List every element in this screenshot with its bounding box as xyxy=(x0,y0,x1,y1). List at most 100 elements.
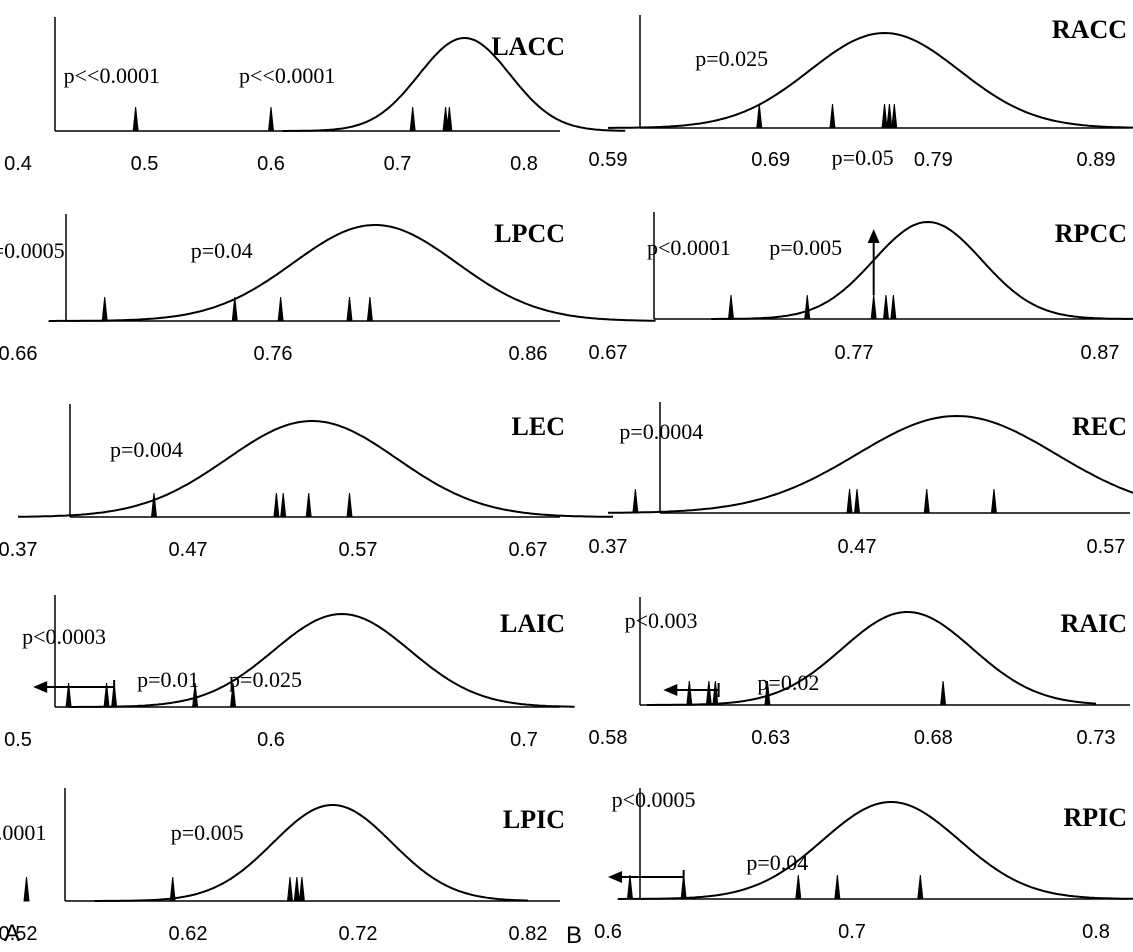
racc-title: RACC xyxy=(1052,15,1127,44)
rec-annotation-1: p=0.0004 xyxy=(619,419,703,444)
laic-annotation-1: p<0.0003 xyxy=(22,624,106,649)
panel-lec: p=0.004 0.37 0.47 0.57 0.67 LEC xyxy=(0,404,613,561)
raic-tick-label-2: 0.63 xyxy=(751,727,790,749)
lec-title: LEC xyxy=(512,412,565,441)
panel-rpcc: p<0.0001 p=0.005 p=0.05 0.67 0.77 0.87 RPCC xyxy=(589,145,1133,364)
racc-observed-spike-5 xyxy=(891,103,898,129)
raic-tick-label-3: 0.68 xyxy=(914,727,953,749)
rec-tick-label-3: 0.57 xyxy=(1087,536,1126,558)
rpcc-observed-spike-3 xyxy=(870,294,877,320)
rec-observed-spike-1 xyxy=(632,488,639,514)
lpcc-tick-label-1: 0.66 xyxy=(0,343,37,365)
rec-observed-spike-4 xyxy=(923,488,930,514)
racc-tick-label-1: 0.59 xyxy=(589,149,628,171)
lec-tick-label-2: 0.47 xyxy=(169,539,208,561)
raic-tick-label-1: 0.58 xyxy=(589,727,628,749)
panel-rpic: p<0.0005 p=0.04 0.6 0.7 0.8 RPIC xyxy=(594,787,1133,943)
lec-annotation-1: p=0.004 xyxy=(110,437,183,462)
lacc-observed-spike-2 xyxy=(267,106,275,132)
rec-observed-spike-3 xyxy=(853,488,861,514)
rpic-observed-spike-4 xyxy=(834,874,841,900)
lec-tick-label-3: 0.57 xyxy=(339,539,378,561)
rpic-title: RPIC xyxy=(1063,803,1127,832)
lpcc-observed-spike-2 xyxy=(231,296,238,322)
lacc-title: LACC xyxy=(491,32,565,61)
panel-raic: p<0.003 p=0.02 0.58 0.63 0.68 0.73 RAIC xyxy=(589,597,1130,749)
raic-annotation-1: p<0.003 xyxy=(625,608,698,633)
racc-observed-spike-1 xyxy=(756,103,763,129)
lpic-tick-label-3: 0.72 xyxy=(339,923,378,945)
raic-title: RAIC xyxy=(1061,609,1127,638)
rpcc-annotation-2: p=0.005 xyxy=(769,235,842,260)
lpcc-observed-spike-5 xyxy=(366,296,373,322)
lec-observed-spike-3 xyxy=(280,492,287,518)
raic-observed-spike-2 xyxy=(705,680,712,706)
lec-tick-label-1: 0.37 xyxy=(0,539,37,561)
lec-observed-spike-5 xyxy=(346,492,353,518)
racc-observed-spike-2 xyxy=(829,103,836,129)
racc-tick-label-3: 0.79 xyxy=(914,149,953,171)
raic-null-distribution-curve xyxy=(647,611,1097,706)
rec-observed-spike-2 xyxy=(846,488,853,514)
raic-observed-spike-4 xyxy=(764,680,771,706)
lpcc-observed-spike-4 xyxy=(346,296,353,322)
lpic-observed-spike-2 xyxy=(169,876,176,902)
rpic-observed-spike-1 xyxy=(626,874,634,900)
rpcc-observed-spike-1 xyxy=(727,294,735,320)
rpcc-observed-spike-4 xyxy=(882,294,890,320)
laic-observed-spike-3 xyxy=(111,682,118,708)
lpic-annotation-2: p=0.005 xyxy=(171,820,244,845)
panel-letter-a: A xyxy=(4,920,21,947)
laic-null-distribution-curve xyxy=(68,612,575,708)
panel-racc: p=0.025 0.59 0.69 0.79 0.89 RACC xyxy=(589,15,1133,171)
lpcc-tick-label-3: 0.86 xyxy=(509,343,548,365)
lec-null-distribution-curve xyxy=(17,420,613,518)
lacc-observed-spike-1 xyxy=(132,106,139,132)
rpcc-tick-label-3: 0.87 xyxy=(1081,342,1120,364)
lpic-observed-spike-4 xyxy=(293,876,300,902)
panel-laic: p<0.0003 p=0.01 p=0.025 0.5 0.6 0.7 LAIC xyxy=(4,595,575,751)
raic-arrow-1-head xyxy=(663,684,678,696)
rpcc-null-distribution-curve xyxy=(711,220,1133,320)
rpcc-annotation-1: p<0.0001 xyxy=(647,235,731,260)
rec-observed-spike-5 xyxy=(990,488,998,514)
lpcc-title: LPCC xyxy=(494,219,565,248)
racc-tick-label-2: 0.69 xyxy=(751,149,790,171)
raic-annotation-2: p=0.02 xyxy=(757,670,819,695)
lec-observed-spike-4 xyxy=(305,492,312,518)
lpic-tick-label-1: 0.52 xyxy=(0,923,37,945)
lec-observed-spike-2 xyxy=(273,492,280,518)
lpic-title: LPIC xyxy=(503,805,565,834)
lacc-tick-label-5: 0.8 xyxy=(510,153,538,175)
rpic-tick-label-3: 0.8 xyxy=(1082,921,1110,943)
rec-tick-label-2: 0.47 xyxy=(838,536,877,558)
panel-letter-b: B xyxy=(566,922,583,949)
lacc-observed-spike-5 xyxy=(446,106,453,132)
raic-observed-spike-1 xyxy=(686,680,693,706)
lacc-tick-label-4: 0.7 xyxy=(384,153,412,175)
laic-observed-spike-4 xyxy=(192,682,199,708)
rpic-annotation-1: p<0.0005 xyxy=(612,787,696,812)
lec-observed-spike-1 xyxy=(150,492,158,518)
panel-lpic: p<0.0001 p=0.005 0.52 0.62 0.72 0.82 LPIC xyxy=(0,788,565,945)
rpic-tick-label-2: 0.7 xyxy=(838,921,866,943)
laic-title: LAIC xyxy=(500,609,565,638)
raic-observed-spike-3 xyxy=(712,680,719,706)
rpcc-observed-spike-5 xyxy=(890,294,897,320)
lacc-null-distribution-curve xyxy=(282,37,626,132)
rpic-observed-spike-5 xyxy=(917,874,924,900)
laic-annotation-2: p=0.01 xyxy=(137,667,199,692)
lacc-tick-label-1: 0.4 xyxy=(4,153,32,175)
rpcc-annotation-3: p=0.05 xyxy=(832,145,894,170)
rpic-observed-spike-3 xyxy=(795,874,802,900)
rpic-annotation-2: p=0.04 xyxy=(746,850,808,875)
lpic-annotation-1: p<0.0001 xyxy=(0,820,46,845)
rec-title: REC xyxy=(1072,412,1127,441)
lpcc-tick-label-2: 0.76 xyxy=(254,343,293,365)
rpic-arrow-1-head xyxy=(608,871,622,883)
lpcc-observed-spike-3 xyxy=(277,296,284,322)
lpic-observed-spike-3 xyxy=(286,876,294,902)
lpic-null-distribution-curve xyxy=(94,804,529,902)
panel-lacc: p<<0.0001 p<<0.0001 0.4 0.5 0.6 0.7 0.8 LACC xyxy=(4,17,626,175)
